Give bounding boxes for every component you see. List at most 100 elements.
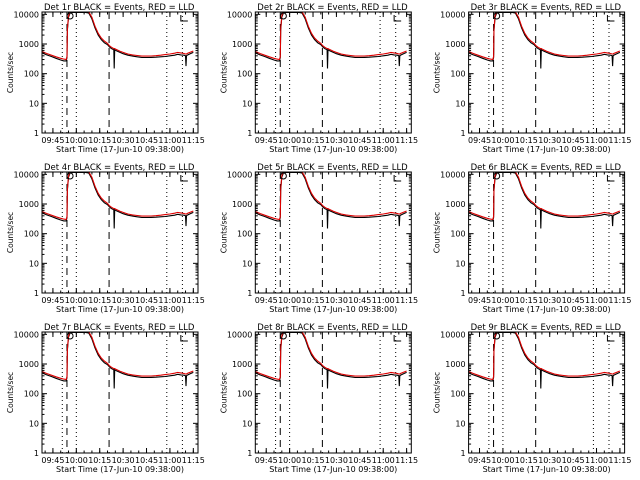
events-series-line (42, 172, 194, 229)
x-tick-label: 10:30 (538, 456, 561, 465)
detector-panel: 1 10 100 1000 10000 09:45 10:00 10:15 10:30 10:45… (6, 3, 205, 154)
x-tick-label: 10:00 (491, 136, 514, 145)
x-tick-label: 10:45 (562, 456, 585, 465)
y-tick-label: 10 (29, 259, 39, 268)
lld-series-line (42, 172, 194, 221)
plot-frame (41, 331, 199, 454)
bracket-marker (393, 15, 402, 22)
circle-marker (279, 172, 287, 180)
x-tick-label: 10:30 (112, 136, 135, 145)
x-tick-label: 11:00 (585, 296, 608, 305)
y-tick-label: 1000 (445, 200, 465, 209)
x-tick-label: 09:45 (41, 456, 64, 465)
y-tick-label: 10 (242, 259, 252, 268)
bracket-marker (393, 175, 402, 182)
panel-title: Det 1r BLACK = Events, RED = LLD (44, 3, 195, 13)
y-tick-label: 10000 (440, 10, 465, 19)
series-group (255, 172, 407, 229)
y-tick-label: 1 (34, 449, 39, 458)
detector-panel: 1 10 100 1000 10000 09:45 10:00 10:15 10:30 10:45… (219, 3, 418, 154)
x-tick-label: 11:00 (158, 136, 181, 145)
x-tick-label: 09:45 (468, 456, 491, 465)
detector-panel: 1 10 100 1000 10000 09:45 10:00 10:15 10:30 10:45… (6, 163, 205, 314)
x-tick-label: 11:00 (372, 456, 395, 465)
y-axis-label: Counts/sec (6, 372, 15, 413)
y-tick-label: 10 (455, 259, 465, 268)
x-tick-label: 11:15 (395, 296, 418, 305)
panel-title: Det 3r BLACK = Events, RED = LLD (471, 3, 622, 13)
y-axis-label: Counts/sec (219, 52, 228, 93)
y-tick-label: 10 (29, 99, 39, 108)
x-tick-label: 09:45 (255, 136, 278, 145)
x-tick-label: 11:15 (608, 456, 631, 465)
y-tick-label: 100 (237, 230, 252, 239)
x-tick-label: 11:15 (182, 456, 205, 465)
y-axis-label: Counts/sec (219, 212, 228, 253)
bracket-marker (606, 335, 615, 342)
x-axis-label: Start Time (17-Jun-10 09:38:00) (483, 305, 611, 314)
x-tick-label: 10:15 (88, 456, 111, 465)
y-axis-label: Counts/sec (6, 212, 15, 253)
x-tick-label: 09:45 (41, 296, 64, 305)
panel-title: Det 6r BLACK = Events, RED = LLD (471, 163, 622, 173)
circle-marker (66, 12, 74, 20)
events-series-line (42, 12, 194, 69)
x-tick-label: 11:15 (608, 136, 631, 145)
y-tick-label: 1 (461, 449, 466, 458)
bracket-marker (606, 175, 615, 182)
bracket-marker (180, 15, 188, 22)
y-tick-label: 100 (24, 230, 39, 239)
x-tick-label: 10:45 (348, 136, 371, 145)
x-axis-label: Start Time (17-Jun-10 09:38:00) (56, 145, 184, 154)
x-tick-label: 11:00 (158, 296, 181, 305)
x-tick-label: 10:15 (301, 456, 324, 465)
x-tick-label: 11:00 (585, 456, 608, 465)
y-tick-label: 10000 (440, 170, 465, 179)
x-tick-label: 10:30 (325, 456, 348, 465)
x-tick-label: 10:00 (65, 296, 88, 305)
y-tick-label: 10000 (227, 330, 252, 339)
x-tick-label: 10:15 (515, 136, 538, 145)
y-tick-label: 1 (247, 449, 252, 458)
plot-frame (468, 331, 626, 454)
x-tick-label: 11:15 (608, 296, 631, 305)
detector-panel: 1 10 100 1000 10000 09:45 10:00 10:15 10:30 10:45… (219, 323, 418, 474)
x-axis-label: Start Time (17-Jun-10 09:38:00) (483, 465, 611, 474)
x-tick-label: 10:15 (301, 296, 324, 305)
y-axis-label: Counts/sec (6, 52, 15, 93)
y-tick-label: 1 (34, 129, 39, 138)
y-tick-label: 1000 (232, 360, 252, 369)
y-tick-label: 10 (242, 99, 252, 108)
y-tick-label: 1000 (445, 360, 465, 369)
y-tick-label: 100 (24, 70, 39, 79)
x-axis-label: Start Time (17-Jun-10 09:38:00) (269, 305, 397, 314)
bracket-marker (393, 335, 402, 342)
events-series-line (468, 172, 621, 229)
series-group (255, 332, 407, 389)
x-tick-label: 11:00 (585, 136, 608, 145)
panel-title: Det 2r BLACK = Events, RED = LLD (257, 3, 408, 13)
y-tick-label: 100 (24, 390, 39, 399)
events-series-line (255, 172, 407, 229)
detector-panel: 1 10 100 1000 10000 09:45 10:00 10:15 10:30 10:45… (6, 323, 205, 474)
events-series-line (42, 332, 194, 389)
series-group (42, 12, 194, 69)
y-axis-label: Counts/sec (433, 372, 442, 413)
y-tick-label: 10000 (440, 330, 465, 339)
y-tick-label: 1 (247, 289, 252, 298)
panel-title: Det 8r BLACK = Events, RED = LLD (257, 323, 408, 333)
circle-marker (493, 172, 501, 180)
x-tick-label: 10:30 (538, 136, 561, 145)
x-tick-label: 09:45 (468, 136, 491, 145)
x-tick-label: 11:00 (158, 456, 181, 465)
lld-series-line (468, 172, 621, 221)
plot-frame (41, 11, 199, 134)
bracket-marker (180, 175, 188, 182)
x-tick-label: 10:00 (278, 296, 301, 305)
x-tick-label: 10:45 (562, 296, 585, 305)
circle-marker (493, 12, 501, 20)
events-series-line (255, 12, 407, 69)
x-tick-label: 11:15 (395, 456, 418, 465)
x-axis-label: Start Time (17-Jun-10 09:38:00) (56, 465, 184, 474)
y-tick-label: 10000 (227, 170, 252, 179)
